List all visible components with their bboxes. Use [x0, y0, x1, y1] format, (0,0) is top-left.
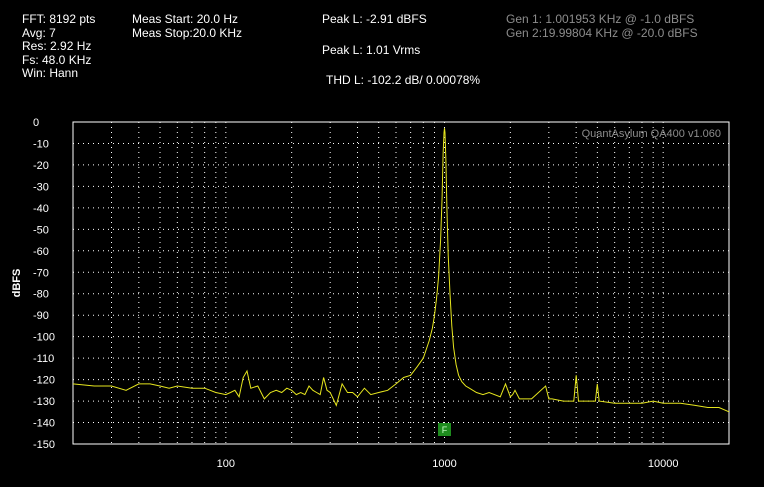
y-tick-label: -60 — [33, 246, 49, 258]
x-tick-labels: 100 1000 10000 — [217, 458, 679, 470]
y-tick-label: -150 — [33, 439, 55, 451]
peak-dbfs: Peak L: -2.91 dBFS — [322, 12, 427, 26]
vertical-grid — [111, 122, 664, 444]
avg-count: Avg: 7 — [22, 25, 56, 40]
y-tick-label: -110 — [33, 353, 54, 365]
x-tick-label: 10000 — [648, 458, 679, 470]
y-tick-label: -80 — [33, 289, 49, 301]
resolution: Res: 2.92 Hz — [22, 39, 92, 53]
x-tick-label: 100 — [217, 458, 235, 470]
y-tick-label: -140 — [33, 418, 55, 430]
spectrum-trace — [72, 128, 730, 413]
y-axis-label: dBFS — [11, 269, 23, 298]
watermark: QuantAsylum QA400 v1.060 — [582, 128, 721, 140]
window-type: Win: Hann — [22, 66, 79, 80]
y-tick-label: -90 — [33, 310, 49, 322]
gen1-setting: Gen 1: 1.001953 KHz @ -1.0 dBFS — [506, 12, 695, 26]
y-tick-label: -130 — [33, 396, 55, 408]
y-tick-label: -70 — [33, 267, 49, 279]
gen2-setting: Gen 2:19.99804 KHz @ -20.0 dBFS — [506, 25, 698, 40]
thd-readout: THD L: -102.2 dB/ 0.00078% — [326, 73, 481, 87]
x-tick-label: 1000 — [432, 458, 456, 470]
fft-points: FFT: 8192 pts — [22, 12, 96, 26]
measurement-range: Meas Start: 20.0 Hz Meas Stop:20.0 KHz — [132, 12, 243, 40]
y-tick-label: -120 — [33, 375, 55, 387]
peak-vrms: Peak L: 1.01 Vrms — [322, 43, 421, 57]
y-tick-labels: 0 -10 -20 -30 -40 -50 -60 -70 -80 -90 -100 -110 -120… — [33, 117, 55, 451]
y-tick-label: -20 — [33, 160, 49, 172]
generator-info: Gen 1: 1.001953 KHz @ -1.0 dBFS Gen 2:19… — [506, 12, 698, 40]
y-tick-label: -10 — [33, 138, 49, 150]
meas-stop: Meas Stop:20.0 KHz — [132, 25, 243, 40]
plot-area — [72, 121, 730, 445]
y-tick-label: -30 — [33, 181, 49, 193]
y-tick-label: 0 — [33, 117, 39, 129]
sample-rate: Fs: 48.0 KHz — [22, 52, 92, 67]
meas-start: Meas Start: 20.0 Hz — [132, 12, 239, 26]
fft-info: FFT: 8192 pts Avg: 7 Res: 2.92 Hz Fs: 48… — [22, 12, 96, 81]
y-tick-label: -50 — [33, 224, 49, 236]
marker-label: F — [442, 425, 448, 435]
y-tick-label: -100 — [33, 332, 55, 344]
y-tick-label: -40 — [33, 203, 49, 215]
marker-box — [438, 423, 451, 436]
